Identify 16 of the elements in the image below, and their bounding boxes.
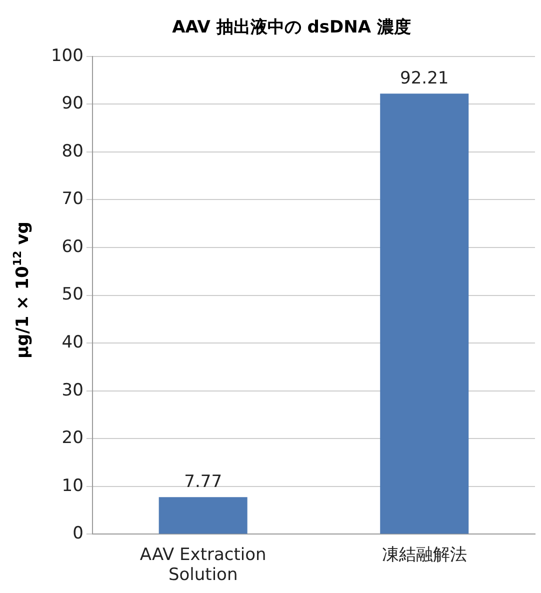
y-tick-label: 100 [50,46,84,66]
y-tick-label: 40 [62,332,84,352]
x-tick-label: AAV Extraction Solution [140,544,266,586]
y-tick-label: 0 [72,524,84,544]
data-label: 92.21 [400,68,449,89]
y-tick-label: 30 [62,380,84,400]
y-tick-label: 90 [62,94,84,114]
y-tick-label: 10 [62,476,84,496]
y-tick-label: 80 [62,141,84,162]
data-label: 7.77 [184,472,222,492]
y-tick-label: 50 [62,284,84,305]
y-tick-label: 70 [62,189,84,210]
y-tick-label: 20 [62,428,84,448]
chart-title: AAV 抽出液中の dsDNA 濃度 [172,18,411,38]
x-tick-label: 凍結融解法 [382,544,467,565]
y-tick-label: 60 [62,236,84,257]
